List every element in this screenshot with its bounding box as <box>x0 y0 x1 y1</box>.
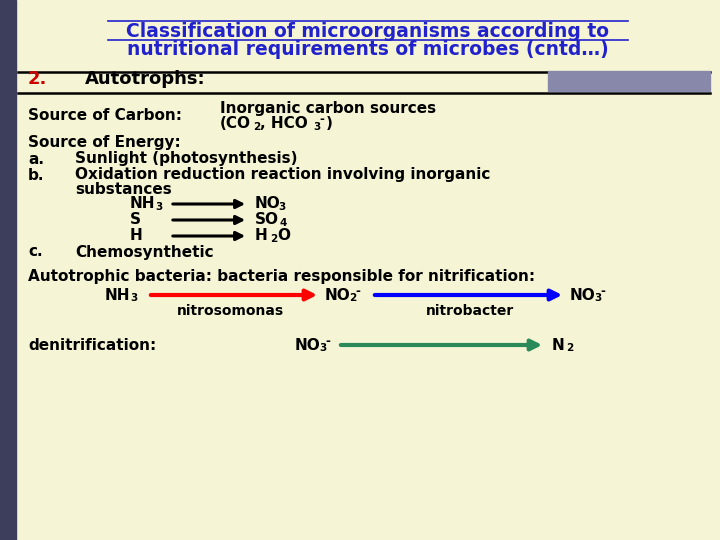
Text: Source of Carbon:: Source of Carbon: <box>28 107 182 123</box>
Text: 2.: 2. <box>28 70 48 88</box>
Text: H: H <box>130 228 143 244</box>
Text: -: - <box>355 285 360 298</box>
Text: 3: 3 <box>278 202 285 212</box>
Text: 3: 3 <box>313 122 320 132</box>
Text: Sunlight (photosynthesis): Sunlight (photosynthesis) <box>75 152 297 166</box>
Text: , HCO: , HCO <box>260 117 307 132</box>
Text: (CO: (CO <box>220 117 251 132</box>
Text: Classification of microorganisms according to: Classification of microorganisms accordi… <box>127 22 610 41</box>
Text: 3: 3 <box>155 202 162 212</box>
Text: 3: 3 <box>319 343 326 353</box>
Text: -: - <box>325 334 330 348</box>
Text: 2: 2 <box>349 293 356 303</box>
Text: -: - <box>600 285 605 298</box>
Text: 3: 3 <box>130 293 138 303</box>
Text: -: - <box>319 113 324 126</box>
Text: nitrobacter: nitrobacter <box>426 304 514 318</box>
Text: S: S <box>130 213 141 227</box>
Text: NO: NO <box>255 197 281 212</box>
Text: Inorganic carbon sources: Inorganic carbon sources <box>220 102 436 117</box>
Text: nutritional requirements of microbes (cntd…): nutritional requirements of microbes (cn… <box>127 40 609 59</box>
Text: 2: 2 <box>566 343 573 353</box>
Text: 3: 3 <box>594 293 601 303</box>
Text: Chemosynthetic: Chemosynthetic <box>75 245 214 260</box>
Text: substances: substances <box>75 181 172 197</box>
Text: 2: 2 <box>270 234 277 244</box>
Text: Oxidation reduction reaction involving inorganic: Oxidation reduction reaction involving i… <box>75 167 490 183</box>
Text: NO: NO <box>570 287 595 302</box>
Text: NO: NO <box>295 338 320 353</box>
Text: Source of Energy:: Source of Energy: <box>28 136 181 151</box>
Text: nitrosomonas: nitrosomonas <box>176 304 284 318</box>
Text: c.: c. <box>28 245 42 260</box>
Text: NO: NO <box>325 287 351 302</box>
Text: a.: a. <box>28 152 44 166</box>
Text: ): ) <box>326 117 333 132</box>
Text: N: N <box>552 338 564 353</box>
Bar <box>548 71 710 91</box>
Text: NH: NH <box>130 197 156 212</box>
Text: 2: 2 <box>253 122 260 132</box>
Text: 4: 4 <box>279 218 287 228</box>
Text: Autotrophs:: Autotrophs: <box>85 70 206 88</box>
Text: H: H <box>255 228 268 244</box>
Text: b.: b. <box>28 167 45 183</box>
Text: denitrification:: denitrification: <box>28 338 156 353</box>
Text: O: O <box>277 228 290 244</box>
Text: SO: SO <box>255 213 279 227</box>
Bar <box>0 0 16 540</box>
Text: Autotrophic bacteria: bacteria responsible for nitrification:: Autotrophic bacteria: bacteria responsib… <box>28 269 535 285</box>
Text: NH: NH <box>105 287 130 302</box>
